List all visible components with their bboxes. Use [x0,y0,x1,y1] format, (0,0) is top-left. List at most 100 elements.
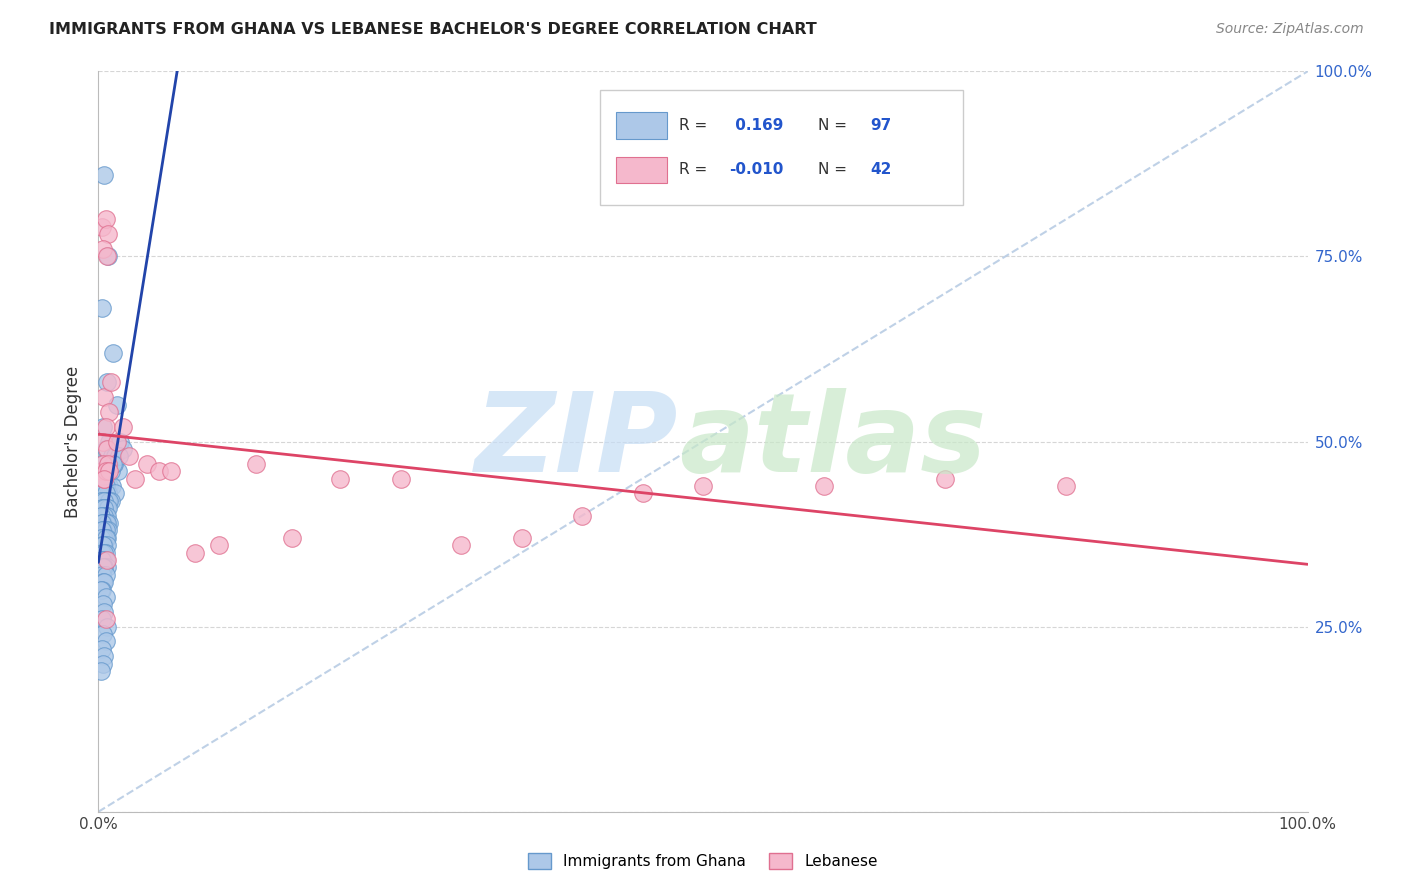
Point [631,486,654,500]
Point [94,516,117,530]
Point [94,508,117,523]
Point [104,450,127,464]
Point [571,508,593,523]
Point [118,450,141,464]
Point [96,553,118,567]
Point [692,479,714,493]
FancyBboxPatch shape [616,156,666,183]
FancyBboxPatch shape [600,90,963,204]
Point [96,560,118,574]
Point [103,457,125,471]
Point [96,376,118,390]
Point [100,479,122,493]
Point [111,419,134,434]
Point [91,553,114,567]
Point [96,471,118,485]
Point [93,471,115,485]
Text: N =: N = [818,118,852,133]
Point [93,493,115,508]
Point [97,486,120,500]
Point [91,242,114,256]
Point [91,219,114,234]
Point [96,501,118,516]
Point [98,516,121,530]
Point [97,227,120,242]
Point [94,464,117,478]
Point [91,501,114,516]
Point [93,501,115,516]
Point [93,649,115,664]
Point [94,524,117,538]
Text: IMMIGRANTS FROM GHANA VS LEBANESE BACHELOR'S DEGREE CORRELATION CHART: IMMIGRANTS FROM GHANA VS LEBANESE BACHEL… [49,22,817,37]
Text: R =: R = [679,118,711,133]
Point [208,538,231,552]
Point [91,508,114,523]
Text: Source: ZipAtlas.com: Source: ZipAtlas.com [1216,22,1364,37]
Point [93,168,115,182]
Point [105,434,128,449]
Point [91,531,114,545]
Point [94,501,117,516]
Point [91,538,114,552]
Point [91,524,114,538]
Point [91,486,114,500]
Y-axis label: Bachelor's Degree: Bachelor's Degree [65,366,83,517]
Text: -0.010: -0.010 [730,162,785,178]
Point [510,531,533,545]
Point [124,471,146,485]
Point [94,612,117,626]
Point [148,464,170,478]
Point [91,538,114,552]
Point [813,479,835,493]
Point [329,471,352,485]
Point [91,546,114,560]
Point [90,531,112,545]
Point [91,575,114,590]
Point [93,531,115,545]
Point [90,664,112,678]
Point [160,464,183,478]
Point [93,546,115,560]
Point [389,471,412,485]
Point [91,501,114,516]
Point [450,538,472,552]
Point [107,464,129,478]
Point [93,471,115,485]
Point [91,627,114,641]
Point [91,598,114,612]
Point [111,442,134,456]
Point [93,493,115,508]
Point [98,464,121,478]
Point [94,419,117,434]
Point [93,538,115,552]
Point [96,493,118,508]
Point [91,560,114,574]
Point [98,479,121,493]
Point [93,390,115,404]
Text: 42: 42 [870,162,891,178]
Text: N =: N = [818,162,852,178]
Point [184,546,207,560]
Point [91,419,114,434]
Point [93,508,115,523]
Point [94,546,117,560]
Text: R =: R = [679,162,711,178]
Point [91,641,114,656]
Point [91,434,114,449]
Point [91,493,114,508]
Point [96,250,118,264]
Point [93,605,115,619]
Point [281,531,304,545]
Point [100,376,122,390]
Point [91,582,114,597]
Point [91,493,114,508]
Point [104,486,127,500]
Point [98,493,121,508]
Point [93,524,115,538]
Point [96,508,118,523]
Point [91,612,114,626]
Point [90,582,112,597]
Point [96,516,118,530]
Point [91,524,114,538]
Point [105,398,128,412]
